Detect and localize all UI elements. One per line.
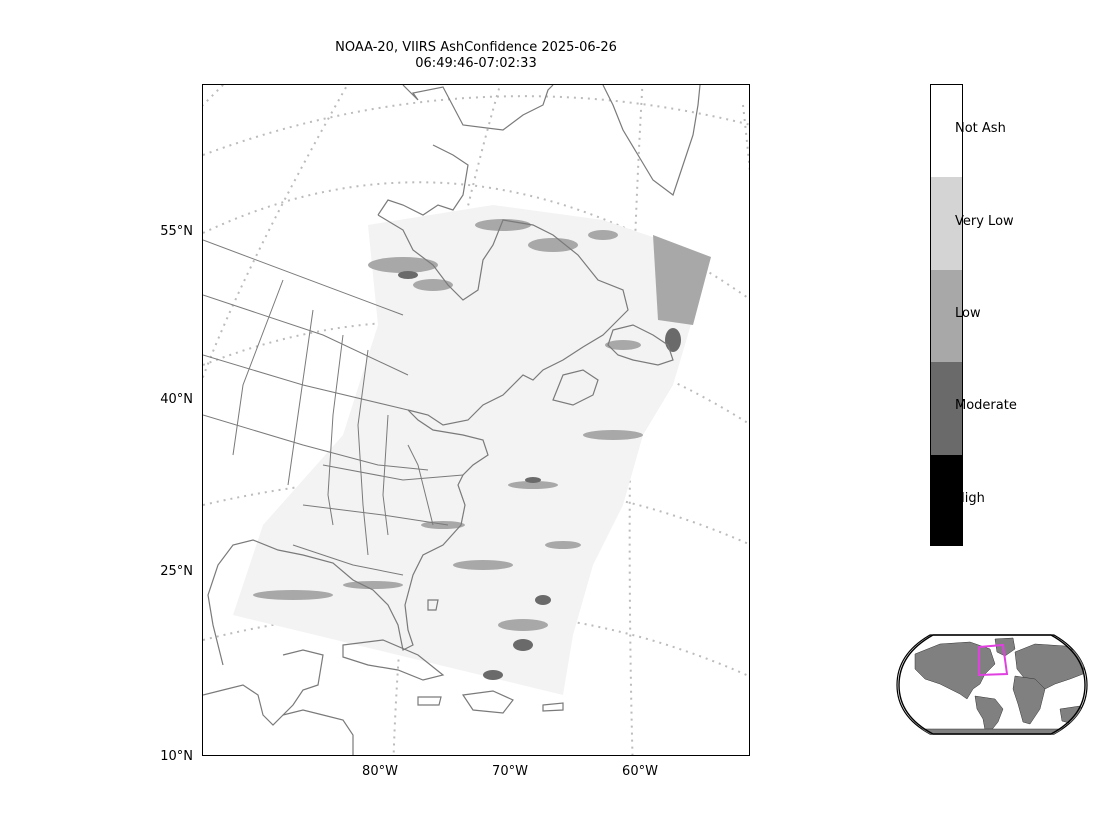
colorbar-segment-low [931, 270, 962, 362]
colorbar-label-high: High [955, 491, 985, 506]
lon-label-70w: 70°W [492, 764, 528, 779]
state-borders [203, 239, 464, 576]
colorbar-segment-very-low [931, 177, 962, 270]
colorbar-segment-high [931, 455, 962, 545]
lat-label-10n: 10°N [160, 749, 193, 764]
main-map[interactable] [202, 84, 750, 756]
coastlines [203, 85, 701, 755]
map-title: NOAA-20, VIIRS AshConfidence 2025-06-26 … [270, 40, 682, 72]
lon-label-60w: 60°W [622, 764, 658, 779]
colorbar-label-not-ash: Not Ash [955, 121, 1006, 136]
colorbar-segment-moderate [931, 362, 962, 455]
lon-label-80w: 80°W [362, 764, 398, 779]
colorbar-label-very-low: Very Low [955, 214, 1014, 229]
title-line-1: NOAA-20, VIIRS AshConfidence 2025-06-26 [335, 40, 617, 55]
colorbar-label-low: Low [955, 306, 981, 321]
inset-world-map [895, 634, 1089, 740]
lat-label-55n: 55°N [160, 224, 193, 239]
colorbar-segment-not-ash [931, 85, 962, 177]
inset-canvas [896, 634, 1088, 735]
lat-label-25n: 25°N [160, 564, 193, 579]
colorbar [930, 84, 963, 546]
inset-land [914, 637, 1086, 734]
ash-swath [233, 205, 711, 695]
map-canvas [203, 85, 749, 755]
inset-domain-box [978, 643, 1009, 677]
title-line-2: 06:49:46-07:02:33 [415, 56, 537, 71]
lat-label-40n: 40°N [160, 392, 193, 407]
longitude-gridlines [203, 85, 749, 755]
colorbar-label-moderate: Moderate [955, 398, 1017, 413]
